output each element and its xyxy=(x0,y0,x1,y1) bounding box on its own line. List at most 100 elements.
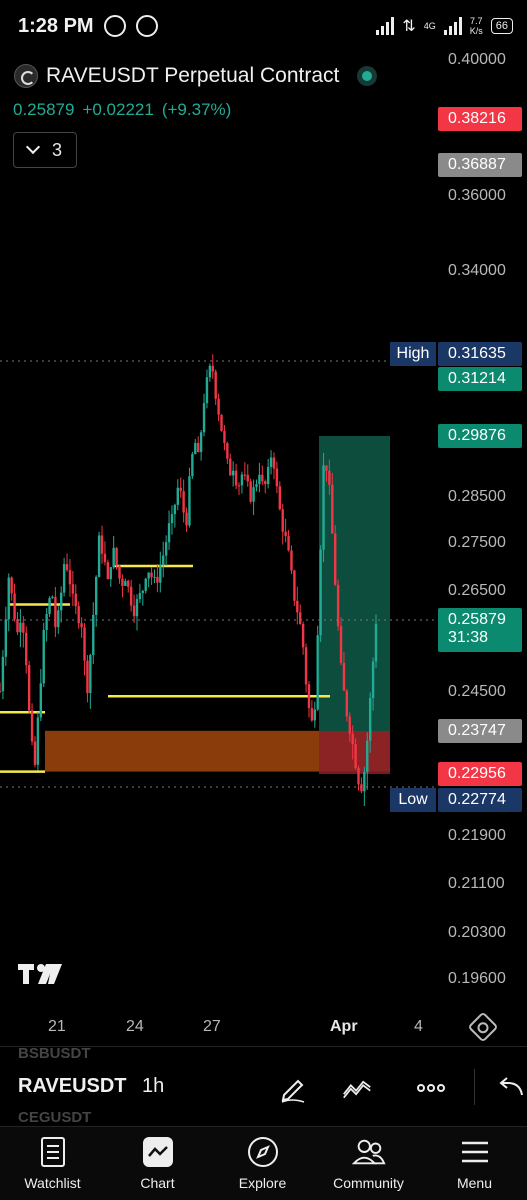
time-axis[interactable]: 21 24 27 Apr 4 xyxy=(0,1010,527,1042)
candle-body xyxy=(310,708,314,721)
candle-body xyxy=(100,535,104,554)
undo-icon[interactable] xyxy=(496,1073,526,1103)
candle-body xyxy=(223,430,226,444)
gray-price-tag[interactable]: 0.36887 xyxy=(438,153,522,177)
candle-body xyxy=(27,665,31,711)
ghost-symbol-below: CEGUSDT xyxy=(18,1109,92,1126)
candle-body xyxy=(19,622,22,633)
candle-body xyxy=(331,484,334,534)
price-tick: 0.21100 xyxy=(448,875,505,892)
candle-body xyxy=(127,580,130,587)
candle-body xyxy=(112,547,115,568)
candle-body xyxy=(363,771,366,792)
candle-body xyxy=(89,655,92,694)
target-price-tag[interactable]: 0.29876 xyxy=(438,424,522,448)
time-tick: 21 xyxy=(48,1018,66,1035)
candle-body xyxy=(121,578,124,586)
candle-body xyxy=(129,586,133,606)
candle-body xyxy=(348,716,351,734)
candle-body xyxy=(141,590,145,593)
price-tick: 0.24500 xyxy=(448,683,506,700)
candle-body xyxy=(211,365,214,372)
candle-body xyxy=(229,458,232,476)
candle-body xyxy=(284,531,287,537)
candle-body xyxy=(249,481,252,502)
candle-body xyxy=(51,596,54,599)
candle-body xyxy=(339,626,343,663)
alert-price-tag[interactable]: 0.38216 xyxy=(438,107,522,131)
candle-body xyxy=(220,414,223,431)
candle-body xyxy=(92,614,95,656)
chart-icon xyxy=(141,1135,175,1169)
candle-body xyxy=(345,690,349,717)
candle-body xyxy=(307,684,311,709)
nav-chart[interactable]: Chart xyxy=(105,1127,210,1200)
candle-body xyxy=(264,481,267,485)
candle-body xyxy=(45,613,48,630)
network-type-badge: 4G xyxy=(423,21,436,31)
candle-body xyxy=(25,632,28,666)
candle-body xyxy=(234,470,238,486)
stop-price-tag[interactable]: 0.22956 xyxy=(438,762,522,786)
candle-body xyxy=(0,691,2,692)
low-price-tag: 0.22774 xyxy=(438,788,522,812)
candle-body xyxy=(243,474,247,476)
community-icon xyxy=(351,1135,386,1169)
nav-label: Explore xyxy=(238,1175,287,1191)
price-chart[interactable] xyxy=(0,0,527,1000)
nav-explore[interactable]: Explore xyxy=(210,1127,315,1200)
candle-body xyxy=(272,457,276,469)
candle-body xyxy=(30,710,34,742)
more-options-icon[interactable] xyxy=(416,1073,446,1103)
high-price-tag: 0.31635 xyxy=(438,342,522,366)
signal-icon-2 xyxy=(443,17,462,35)
candle-body xyxy=(62,564,66,593)
price-change-pct: (+9.37%) xyxy=(161,100,232,119)
entry-price-tag[interactable]: 0.23747 xyxy=(438,719,522,743)
indicators-icon[interactable] xyxy=(342,1073,372,1103)
indicators-toggle-button[interactable]: 3 xyxy=(13,132,77,168)
candle-body xyxy=(304,647,308,685)
status-bar: 1:28 PM ⇅ 4G 7.7 K/s 66 xyxy=(0,0,527,52)
candle-body xyxy=(71,584,75,594)
nav-community[interactable]: Community xyxy=(316,1127,421,1200)
symbol-header[interactable]: RAVEUSDT Perpetual Contract xyxy=(14,64,378,88)
candle-body xyxy=(281,509,284,532)
candle-body xyxy=(269,457,273,467)
interval-selector[interactable]: 1h xyxy=(142,1075,165,1097)
drawing-tools-icon[interactable] xyxy=(278,1073,308,1103)
candle-body xyxy=(354,744,357,769)
price-tick: 0.26500 xyxy=(448,582,506,599)
candle-body xyxy=(368,698,372,741)
nav-label: Community xyxy=(333,1175,404,1191)
symbol-title[interactable]: RAVEUSDT Perpetual Contract xyxy=(46,64,340,87)
candle-body xyxy=(115,547,118,566)
candle-body xyxy=(226,443,229,459)
candle-body xyxy=(135,599,139,617)
candle-body xyxy=(42,629,45,684)
candle-body xyxy=(36,717,40,765)
candle-body xyxy=(217,398,220,415)
whatsapp-icon xyxy=(104,15,126,37)
candle-body xyxy=(173,504,177,515)
candle-body xyxy=(290,550,293,571)
candle-body xyxy=(109,567,112,580)
watchlist-icon xyxy=(36,1135,70,1169)
candle-body xyxy=(164,542,168,556)
nav-menu[interactable]: Menu xyxy=(422,1127,527,1200)
candle-body xyxy=(150,572,153,578)
candle-body xyxy=(287,536,290,551)
candle-body xyxy=(342,662,346,691)
nav-label: Chart xyxy=(140,1175,175,1191)
price-tick: 0.28500 xyxy=(448,488,506,505)
candle-body xyxy=(57,610,60,628)
chevron-down-icon xyxy=(25,139,41,155)
candle-body xyxy=(313,709,316,721)
candle-body xyxy=(275,468,279,487)
symbol-selector[interactable]: RAVEUSDT xyxy=(18,1075,127,1097)
candle-body xyxy=(153,576,156,578)
whatsapp-business-icon xyxy=(136,15,158,37)
green-price-tag[interactable]: 0.31214 xyxy=(438,367,522,391)
nav-watchlist[interactable]: Watchlist xyxy=(0,1127,105,1200)
candle-body xyxy=(103,553,107,563)
